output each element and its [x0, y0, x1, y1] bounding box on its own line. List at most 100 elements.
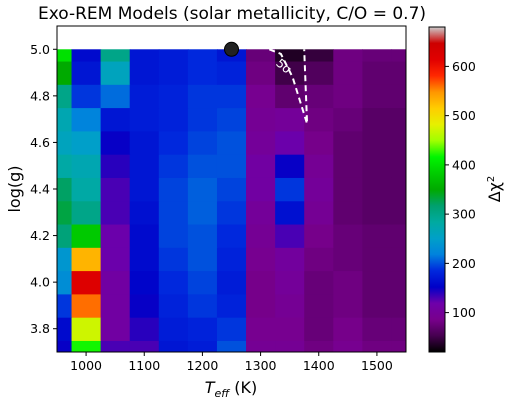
heatmap-cell [158, 270, 189, 295]
heatmap-cell [275, 49, 305, 62]
heatmap-cell [187, 340, 218, 352]
heatmap-cell [216, 177, 247, 202]
heatmap-cells [57, 49, 406, 352]
heatmap-cell [304, 223, 334, 248]
heatmap-cell [246, 247, 276, 272]
heatmap-cell [275, 340, 305, 352]
heatmap-cell [391, 130, 406, 155]
heatmap-cell [333, 317, 363, 341]
heatmap-cell [246, 340, 276, 352]
heatmap-cell [158, 293, 189, 318]
x-axis-ticks: 1000 1100 1200 1300 1400 1500 [70, 352, 393, 373]
heatmap-cell [129, 84, 160, 109]
heatmap-cell [275, 293, 305, 318]
heatmap-cell [100, 154, 131, 178]
heatmap-cell [71, 154, 102, 178]
heatmap-cell [304, 130, 334, 155]
heatmap-cell [187, 247, 218, 272]
heatmap-cell [187, 177, 218, 202]
y-tick-label: 4.6 [30, 135, 50, 150]
heatmap-cell [129, 293, 160, 318]
heatmap-cell [362, 177, 393, 202]
y-axis-ticks: 3.8 4.0 4.2 4.4 4.6 4.8 5.0 [30, 42, 57, 336]
heatmap-cell [275, 247, 305, 272]
heatmap-cell [100, 49, 131, 62]
heatmap-cell [158, 84, 189, 109]
heatmap-cell [71, 84, 102, 109]
heatmap-cell [246, 177, 276, 202]
heatmap-cell [100, 107, 131, 132]
heatmap-cell [362, 317, 393, 341]
colorbar-tick-label: 500 [452, 108, 476, 123]
heatmap-cell [304, 84, 334, 109]
heatmap-cell [391, 247, 406, 272]
heatmap-cell [216, 340, 247, 352]
heatmap-cell [275, 223, 305, 248]
heatmap-cell [158, 200, 189, 225]
heatmap-cell [362, 84, 393, 109]
heatmap-cell [246, 293, 276, 318]
heatmap-cell [275, 177, 305, 202]
heatmap-cell [304, 270, 334, 295]
y-tick-label: 3.8 [30, 321, 50, 336]
x-tick-label: 1200 [187, 358, 219, 373]
heatmap-cell [362, 223, 393, 248]
colorbar-tick-label: 200 [452, 256, 476, 271]
heatmap-cell [187, 49, 218, 62]
heatmap-cell [362, 200, 393, 225]
heatmap-cell [100, 270, 131, 295]
heatmap-cell [187, 200, 218, 225]
heatmap-cell [362, 49, 393, 62]
heatmap-cell [158, 130, 189, 155]
heatmap-cell [57, 84, 73, 109]
heatmap-cell [216, 130, 247, 155]
heatmap-cell [129, 270, 160, 295]
heatmap-cell [391, 200, 406, 225]
heatmap-cell [333, 293, 363, 318]
heatmap-cell [391, 270, 406, 295]
heatmap-cell [129, 247, 160, 272]
heatmap-cell [304, 177, 334, 202]
heatmap-cell [304, 293, 334, 318]
colorbar-tick-label: 100 [452, 305, 476, 320]
heatmap-cell [100, 247, 131, 272]
heatmap-cell [158, 60, 189, 85]
heatmap-cell [362, 293, 393, 318]
colorbar-tick-label: 600 [452, 59, 476, 74]
heatmap-cell [246, 317, 276, 341]
heatmap-cell [71, 340, 102, 352]
heatmap-cell [71, 177, 102, 202]
heatmap-cell [57, 270, 73, 295]
heatmap-cell [246, 107, 276, 132]
heatmap-cell [333, 177, 363, 202]
contour-line [268, 48, 309, 125]
heatmap-cell [304, 317, 334, 341]
chart-title: Exo-REM Models (solar metallicity, C/O =… [38, 4, 426, 24]
heatmap-cell [57, 177, 73, 202]
heatmap-cell [362, 270, 393, 295]
y-axis-label: log(g) [5, 165, 24, 212]
heatmap-cell [71, 107, 102, 132]
heatmap-cell [391, 293, 406, 318]
heatmap-cell [333, 107, 363, 132]
heatmap-cell [216, 107, 247, 132]
heatmap-cell [216, 247, 247, 272]
heatmap-cell [187, 107, 218, 132]
heatmap-cell [187, 84, 218, 109]
x-tick-label: 1500 [361, 358, 393, 373]
heatmap-cell [129, 107, 160, 132]
heatmap-cell [246, 154, 276, 178]
heatmap-cell [391, 177, 406, 202]
heatmap-cell [246, 84, 276, 109]
heatmap-cell [304, 60, 334, 85]
heatmap-cell [362, 340, 393, 352]
heatmap-cell [71, 60, 102, 85]
heatmap-cell [57, 154, 73, 178]
heatmap-cell [100, 340, 131, 352]
heatmap-cell [100, 177, 131, 202]
heatmap-cell [333, 270, 363, 295]
heatmap-cell [129, 223, 160, 248]
heatmap-cell [158, 223, 189, 248]
heatmap-cell [246, 223, 276, 248]
heatmap-cell [362, 60, 393, 85]
